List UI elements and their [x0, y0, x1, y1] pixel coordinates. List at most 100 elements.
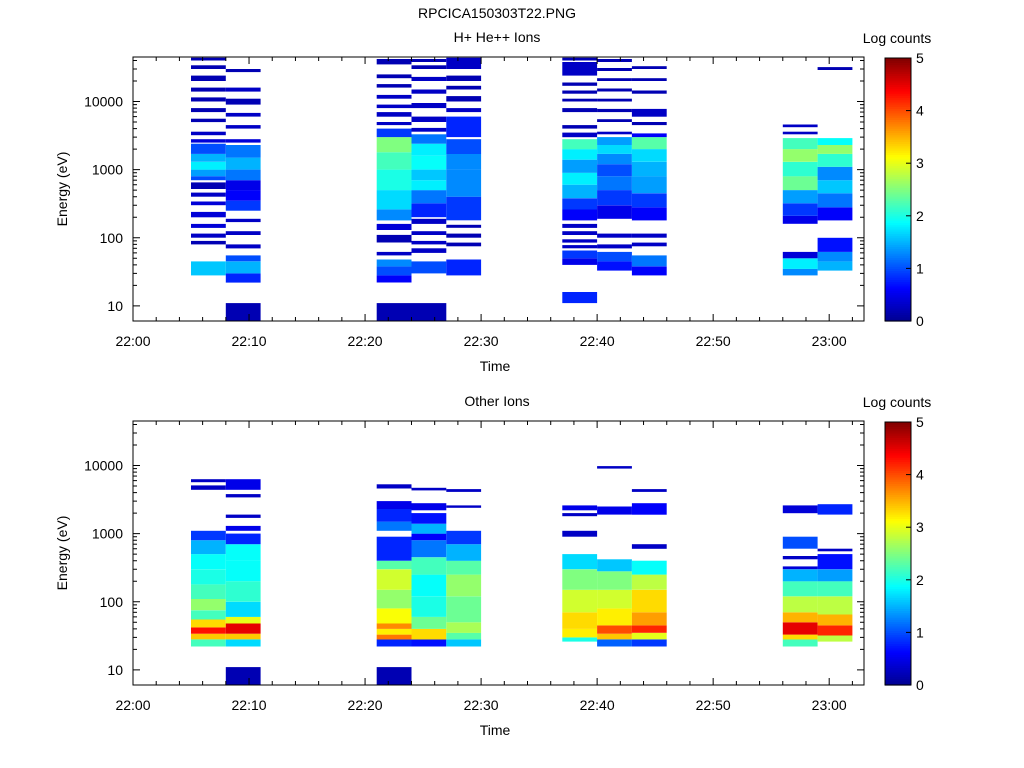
heatmap-cell — [411, 65, 447, 69]
colorbar-segment — [885, 259, 911, 263]
colorbar-segment — [885, 178, 911, 182]
heatmap-cell — [446, 622, 482, 633]
heatmap-cell — [597, 205, 632, 219]
colorbar: 0 1 2 3 4 5 — [884, 50, 924, 329]
colorbar-segment — [885, 307, 911, 311]
colorbar-segment — [885, 443, 911, 447]
heatmap-cell — [597, 145, 632, 154]
heatmap-cell — [446, 139, 482, 154]
colorbar-segment — [885, 614, 911, 618]
colorbar-segment — [885, 505, 911, 509]
heatmap-cell — [225, 244, 261, 249]
heatmap-cell — [562, 612, 598, 629]
heatmap-cell — [411, 218, 447, 224]
colorbar-segment — [885, 200, 911, 204]
colorbar-segment — [885, 562, 911, 566]
colorbar-segment — [885, 285, 911, 289]
heatmap-cell — [562, 90, 598, 94]
colorbar-segment — [885, 187, 911, 191]
heatmap-cell — [411, 143, 447, 156]
heatmap-cell — [597, 251, 632, 262]
heatmap-cell — [631, 639, 667, 647]
heatmap-cell — [225, 479, 261, 490]
colorbar-segment — [885, 117, 911, 120]
heatmap-cell — [191, 153, 226, 162]
heatmap-cell — [817, 207, 853, 221]
heatmap-cell — [411, 103, 447, 109]
colorbar-segment — [885, 575, 911, 579]
heatmap-cell — [376, 152, 412, 170]
heatmap-cell — [597, 98, 632, 102]
colorbar-tick-label: 4 — [916, 467, 924, 483]
heatmap-cell — [225, 525, 261, 531]
colorbar-segment — [885, 95, 911, 99]
heatmap-cell — [597, 639, 632, 647]
heatmap-cell — [446, 560, 482, 575]
colorbar-segment — [885, 590, 911, 594]
heatmap-cells — [191, 466, 853, 685]
colorbar-segment — [885, 584, 911, 587]
heatmap-cell — [225, 255, 261, 262]
colorbar-segment — [885, 448, 911, 452]
heatmap-cell — [225, 494, 261, 498]
heatmap-cell — [376, 560, 412, 570]
x-tick-label: 22:00 — [115, 333, 150, 349]
heatmap-cell — [562, 198, 598, 210]
heatmap-cell — [782, 556, 818, 560]
colorbar-segment — [885, 452, 911, 456]
colorbar-tick-label: 0 — [916, 677, 924, 693]
heatmap-cell — [376, 259, 412, 267]
colorbar-segment — [885, 66, 911, 70]
colorbar-segment — [885, 73, 911, 77]
heatmap-cell — [411, 628, 447, 640]
colorbar-segment — [885, 294, 911, 298]
colorbar-segment — [885, 514, 911, 517]
colorbar-segment — [885, 520, 911, 524]
colorbar-segment — [885, 108, 911, 112]
heatmap-cell — [562, 98, 598, 102]
colorbar-segment — [885, 136, 911, 140]
colorbar-segment — [885, 680, 911, 684]
heatmap-cell — [631, 133, 667, 138]
colorbar-segment — [885, 674, 911, 677]
colorbar-segment — [885, 198, 911, 202]
colorbar-segment — [885, 277, 911, 280]
heatmap-cell — [782, 581, 818, 597]
heatmap-cell — [446, 85, 482, 90]
heatmap-cell — [782, 124, 818, 128]
heatmap-cell — [631, 149, 667, 162]
heatmap-cell — [411, 127, 447, 132]
colorbar-tick-label: 5 — [916, 50, 924, 66]
colorbar-segment — [885, 632, 911, 636]
heatmap-cell — [225, 581, 261, 602]
colorbar-segment — [885, 106, 911, 110]
heatmap-cell — [376, 128, 412, 138]
heatmap-cell — [817, 548, 853, 552]
colorbar-segment — [885, 588, 911, 592]
heatmap-cell — [631, 266, 667, 276]
colorbar-segment — [885, 441, 911, 445]
heatmap-cell — [562, 250, 598, 259]
colorbar-frame — [884, 57, 912, 322]
heatmap-cell — [411, 503, 447, 511]
colorbar-segment — [885, 82, 911, 85]
colorbar-segment — [885, 283, 911, 287]
colorbar-segment — [885, 101, 911, 105]
colorbar-segment — [885, 665, 911, 669]
heatmap-cell — [446, 108, 482, 113]
heatmap-cell — [191, 223, 226, 228]
heatmap-cell — [817, 193, 853, 208]
colorbar-segment — [885, 152, 911, 156]
x-tick-label: 22:40 — [580, 697, 615, 713]
heatmap-cell — [376, 137, 412, 153]
heatmap-cell — [376, 169, 412, 191]
heatmap-cell — [376, 634, 412, 640]
colorbar-segment — [885, 476, 911, 480]
colorbar-segment — [885, 270, 911, 274]
colorbar-segment — [885, 110, 911, 114]
colorbar-segment — [885, 202, 911, 206]
heatmap-cell — [225, 112, 261, 117]
heatmap-cell — [411, 596, 447, 617]
colorbar-segment — [885, 128, 911, 131]
heatmap-cell — [782, 149, 818, 162]
